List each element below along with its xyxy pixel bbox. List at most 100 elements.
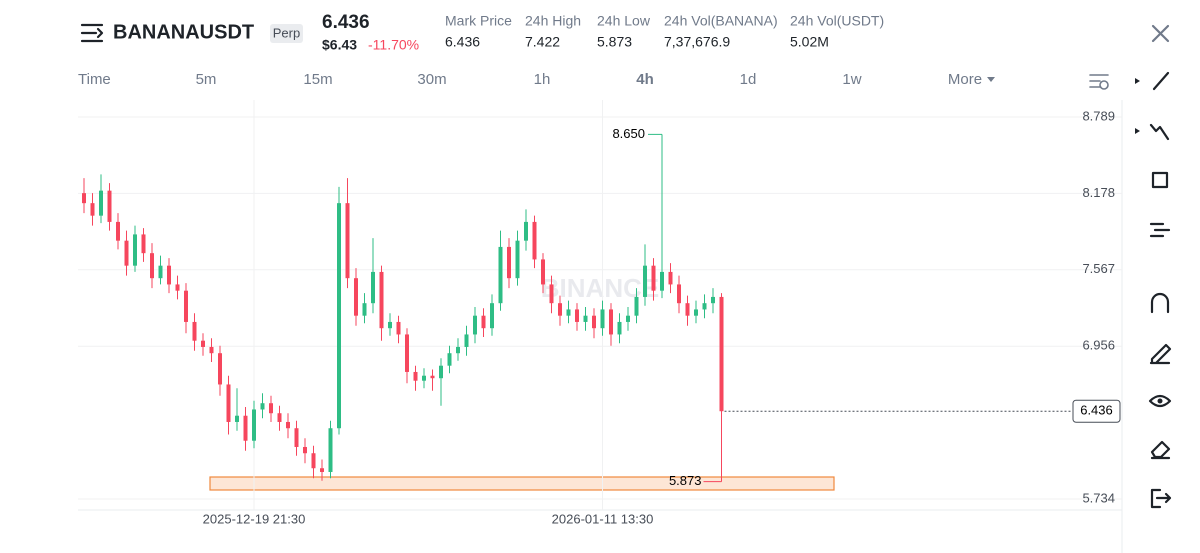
candle-body <box>235 415 239 422</box>
candle-body <box>82 193 86 204</box>
candle-body <box>490 303 494 329</box>
candle-body <box>294 428 299 447</box>
candle-body <box>124 240 129 266</box>
candle-body <box>388 321 392 329</box>
candle-body <box>269 403 273 414</box>
candle-body <box>218 353 222 385</box>
menu-icon[interactable] <box>80 23 104 43</box>
change: -11.70% <box>368 37 419 53</box>
candle-body <box>243 415 248 441</box>
magnet-tool[interactable] <box>1150 292 1170 314</box>
stat-label: 24h Vol(BANANA) <box>664 13 778 29</box>
symbol[interactable]: BANANAUSDT <box>113 21 254 43</box>
eraser-tool[interactable] <box>1150 440 1171 460</box>
candle-body <box>311 453 316 469</box>
y-tick-label: 6.956 <box>1082 338 1115 353</box>
candle-body <box>354 278 358 316</box>
candle-body <box>396 321 401 335</box>
candle-body <box>592 315 596 329</box>
candle-body <box>337 203 341 429</box>
candle-body <box>634 296 639 316</box>
x-tick-label: 2026-01-11 13:30 <box>552 511 654 526</box>
candle-body <box>99 190 103 216</box>
last-price: 6.436 <box>322 12 370 33</box>
pen-tool[interactable] <box>1149 343 1172 365</box>
high-marker-label: 8.650 <box>612 126 645 141</box>
candle-body <box>532 221 537 260</box>
candle-body <box>413 371 418 381</box>
line-tool[interactable] <box>1152 71 1170 91</box>
badge: Perp <box>273 25 300 40</box>
candle-body <box>371 271 375 304</box>
candle-body <box>252 409 256 441</box>
interval[interactable]: 30m <box>417 71 446 88</box>
candle-body <box>201 340 205 347</box>
candle-body <box>260 403 265 410</box>
interval[interactable]: 15m <box>303 71 332 88</box>
eye-dot <box>1157 398 1163 404</box>
stat-value: 7,37,676.9 <box>664 34 730 50</box>
candle-body <box>116 221 120 241</box>
candle-body <box>507 246 511 279</box>
stat-label: 24h Vol(USDT) <box>790 13 884 29</box>
candle-body <box>175 284 180 291</box>
candle-body <box>379 271 384 329</box>
candle-body <box>719 296 724 412</box>
drawn-rectangle[interactable] <box>209 476 835 491</box>
candle-body <box>286 421 290 429</box>
candle-body <box>643 265 647 297</box>
candle-body <box>422 375 426 381</box>
draw-toolbar <box>1135 71 1172 509</box>
candle-body <box>320 468 324 472</box>
candle-body <box>609 309 613 335</box>
exit-tool[interactable] <box>1150 488 1172 509</box>
candle-body <box>107 190 112 222</box>
candle-body <box>600 309 605 329</box>
close-icon[interactable] <box>1151 24 1170 43</box>
x-tick-label: 2025-12-19 21:30 <box>203 511 306 526</box>
candle-body <box>133 234 137 266</box>
candle-body <box>685 303 690 316</box>
candle-body <box>711 296 715 304</box>
low-marker-label: 5.873 <box>669 473 702 488</box>
interval[interactable]: 1d <box>740 71 757 88</box>
expand-arrow[interactable] <box>1135 128 1140 134</box>
candle-body <box>473 315 477 335</box>
candle-body <box>668 271 673 285</box>
candle-body <box>566 309 571 316</box>
candle-body <box>277 413 282 422</box>
expand-arrow[interactable] <box>1135 78 1140 84</box>
fib-tool[interactable] <box>1149 123 1170 141</box>
shape-tool[interactable] <box>1151 171 1169 189</box>
candle-body <box>158 265 163 279</box>
candle-body <box>150 253 154 279</box>
candle-body <box>362 303 367 316</box>
candle-body <box>167 265 171 285</box>
visibility-tool[interactable] <box>1148 394 1172 408</box>
candle-body <box>90 203 95 216</box>
interval[interactable]: More <box>948 71 982 88</box>
stat-value: 5.02M <box>790 34 829 50</box>
watermark: BINANCE <box>541 273 659 303</box>
candle-body <box>328 428 333 472</box>
candle-body <box>141 234 146 254</box>
text-tool[interactable] <box>1149 222 1171 238</box>
usd-price: $6.43 <box>322 37 357 53</box>
interval[interactable]: 1w <box>842 71 861 88</box>
last-price-box <box>1072 399 1121 423</box>
candle-body <box>583 315 588 322</box>
badge-bg <box>270 24 303 43</box>
settings-icon[interactable] <box>1089 74 1109 90</box>
interval[interactable]: 5m <box>196 71 217 88</box>
candle-body <box>549 284 554 304</box>
candle-body <box>575 309 579 322</box>
interval[interactable]: 1h <box>534 71 551 88</box>
candle-body <box>345 203 350 279</box>
interval[interactable]: Time <box>78 71 111 88</box>
y-tick-label: 7.567 <box>1082 261 1115 276</box>
candle-body <box>541 259 545 285</box>
candle-body <box>184 290 188 322</box>
candle-body <box>430 375 435 379</box>
interval[interactable]: 4h <box>636 71 654 88</box>
